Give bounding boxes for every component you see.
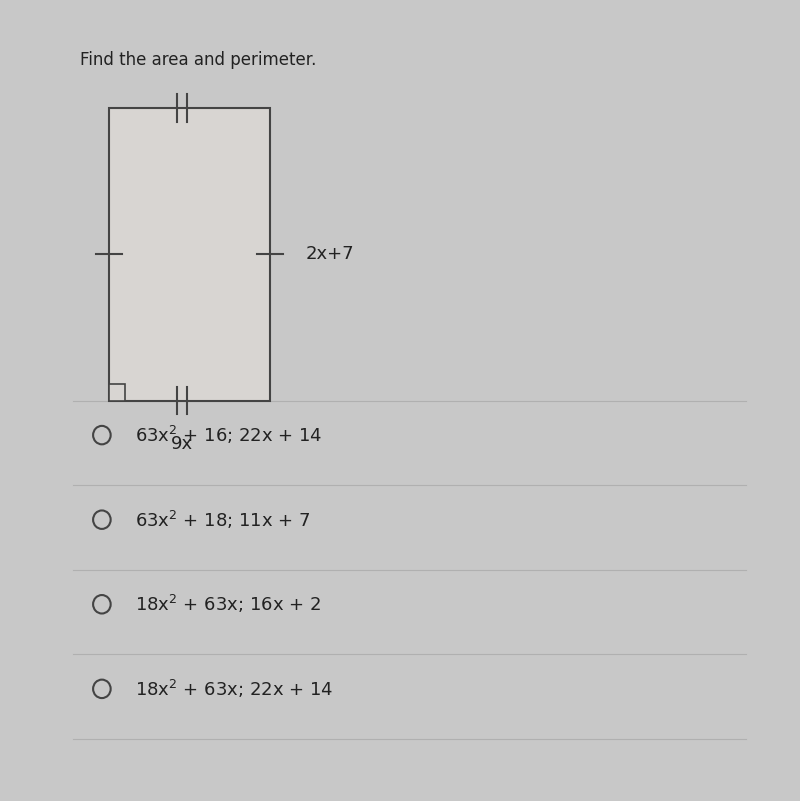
Text: 18x$^{2}$ + 63x; 22x + 14: 18x$^{2}$ + 63x; 22x + 14 [135,678,333,700]
Text: 63x$^{2}$ + 16; 22x + 14: 63x$^{2}$ + 16; 22x + 14 [135,424,322,446]
Bar [110,108,270,400]
Text: 18x$^{2}$ + 63x; 16x + 2: 18x$^{2}$ + 63x; 16x + 2 [135,594,321,615]
Text: Find the area and perimeter.: Find the area and perimeter. [80,50,316,69]
Text: 63x$^{2}$ + 18; 11x + 7: 63x$^{2}$ + 18; 11x + 7 [135,509,310,531]
Bar [110,384,126,400]
Text: 2x+7: 2x+7 [306,245,354,264]
Text: 9x: 9x [170,435,193,453]
